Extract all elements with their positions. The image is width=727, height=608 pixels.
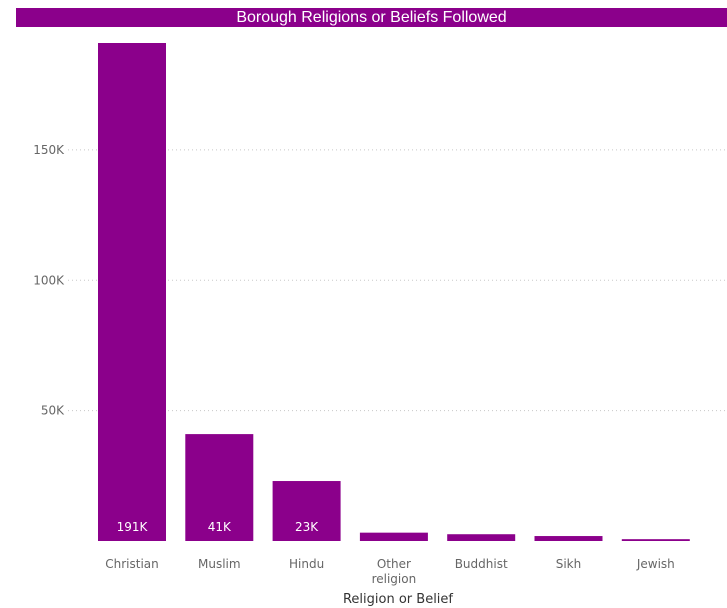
x-tick-label: Sikh — [556, 557, 582, 571]
bars: 191K 41K 23K — [98, 43, 690, 541]
data-label: 41K — [208, 520, 232, 534]
x-tick-label: Jewish — [636, 557, 675, 571]
x-axis-labels: Christian Muslim Hindu Other religion Buddhis… — [105, 557, 675, 586]
y-tick-label: 50K — [41, 404, 65, 418]
x-tick-label: Muslim — [198, 557, 241, 571]
bar-hindu[interactable] — [272, 481, 341, 541]
chart-title-bar: Borough Religions or Beliefs Followed — [16, 8, 727, 27]
x-tick-label: Other religion — [372, 557, 417, 586]
y-axis-ticks: 50K 100K 150K — [33, 143, 65, 418]
x-tick-label: Hindu — [289, 557, 324, 571]
data-label: 23K — [295, 520, 319, 534]
bar-other-religion[interactable] — [359, 532, 428, 541]
bar-buddhist[interactable] — [447, 534, 516, 541]
bar-muslim[interactable] — [185, 434, 254, 541]
grid-lines — [68, 149, 727, 412]
x-tick-label: Christian — [105, 557, 159, 571]
y-tick-label: 150K — [33, 143, 65, 157]
y-tick-label: 100K — [33, 273, 65, 287]
x-tick-label: Buddhist — [455, 557, 508, 571]
bar-jewish[interactable] — [621, 539, 690, 541]
bar-christian[interactable] — [98, 43, 166, 541]
chart-title: Borough Religions or Beliefs Followed — [236, 9, 507, 26]
data-label: 191K — [117, 520, 149, 534]
x-axis-title: Religion or Belief — [343, 592, 453, 607]
bar-sikh[interactable] — [534, 536, 603, 541]
